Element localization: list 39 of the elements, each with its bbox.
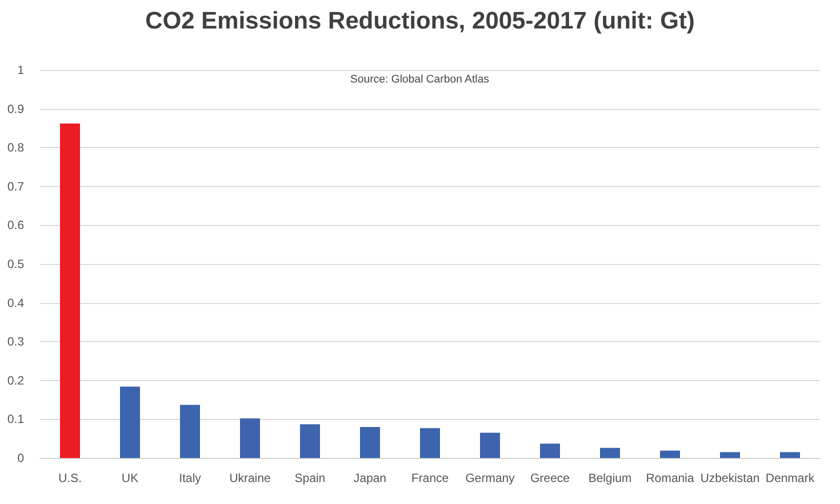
bar bbox=[660, 450, 680, 458]
y-tick-label: 0.2 bbox=[7, 373, 24, 388]
y-tick-label: 1 bbox=[17, 63, 24, 77]
bar bbox=[120, 386, 140, 458]
y-tick-label: 0 bbox=[17, 451, 24, 465]
x-tick-label: Ukraine bbox=[229, 471, 271, 485]
x-tick-label: Belgium bbox=[588, 471, 632, 485]
bar bbox=[540, 444, 560, 458]
x-tick-label: Italy bbox=[178, 471, 202, 485]
bar bbox=[420, 428, 440, 458]
x-tick-label: Romania bbox=[646, 471, 694, 485]
y-tick-label: 0.3 bbox=[7, 334, 24, 349]
bar bbox=[780, 452, 800, 458]
bar bbox=[360, 426, 380, 458]
y-tick-label: 0.9 bbox=[7, 102, 24, 116]
annotation: Source: Global Carbon Atlas bbox=[350, 74, 490, 86]
x-tick-label: Germany bbox=[465, 471, 515, 485]
x-tick-label: Spain bbox=[294, 471, 326, 485]
x-tick-label: Japan bbox=[354, 471, 386, 485]
x-tick-label: Denmark bbox=[766, 471, 816, 485]
bar bbox=[720, 452, 740, 458]
x-tick-label: Uzbekistan bbox=[700, 471, 760, 485]
bar bbox=[60, 124, 80, 458]
y-tick-label: 0.4 bbox=[7, 296, 24, 310]
y-tick-label: 0.5 bbox=[7, 257, 24, 271]
bar bbox=[300, 424, 320, 458]
y-tick-label: 0.7 bbox=[7, 179, 24, 194]
x-tick-label: UK bbox=[122, 471, 138, 485]
x-tick-label: France bbox=[411, 471, 449, 485]
chart-title: CO2 Emissions Reductions, 2005-2017 (unit: Gt) bbox=[145, 8, 695, 34]
x-tick-label: Greece bbox=[530, 471, 570, 485]
bar bbox=[240, 418, 260, 458]
x-tick-label: U.S. bbox=[58, 471, 82, 485]
y-tick-label: 0.1 bbox=[7, 412, 24, 426]
y-tick-label: 0.8 bbox=[7, 140, 24, 155]
bar bbox=[480, 432, 500, 458]
y-tick-label: 0.6 bbox=[7, 218, 24, 232]
bar bbox=[180, 404, 200, 458]
bar bbox=[600, 448, 620, 458]
